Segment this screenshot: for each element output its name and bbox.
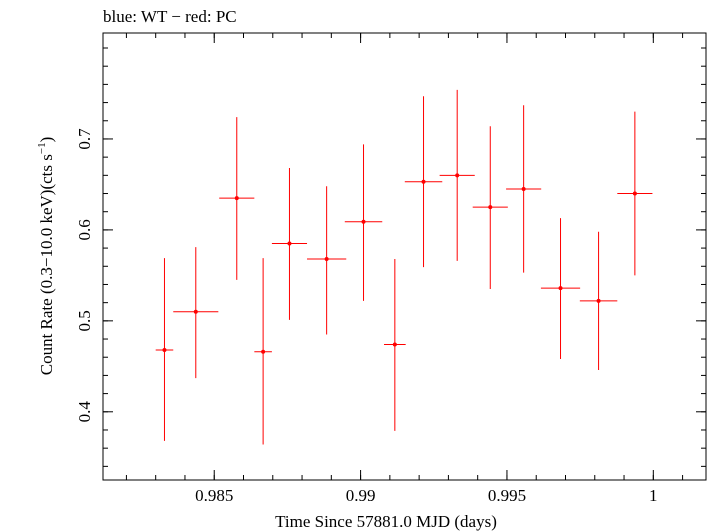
data-point xyxy=(506,105,542,273)
data-marker xyxy=(392,342,397,347)
data-series-pc xyxy=(155,89,653,445)
x-tick-label: 1 xyxy=(649,486,658,505)
y-axis-label-sup: −1 xyxy=(36,142,48,154)
data-point xyxy=(307,186,347,335)
data-point xyxy=(344,144,383,301)
y-axis-label-close: ) xyxy=(37,137,56,143)
data-point xyxy=(617,111,653,276)
x-tick-label: 0.99 xyxy=(346,486,376,505)
data-marker xyxy=(558,286,563,291)
data-point xyxy=(155,258,174,441)
data-marker xyxy=(261,349,266,354)
data-point xyxy=(254,258,272,445)
data-point xyxy=(439,89,475,261)
data-marker xyxy=(521,186,526,191)
plot-frame xyxy=(102,32,707,481)
data-point xyxy=(219,117,255,280)
data-point xyxy=(271,168,308,320)
data-point xyxy=(472,126,508,290)
data-marker xyxy=(421,179,426,184)
data-marker xyxy=(162,347,167,352)
data-marker xyxy=(361,219,366,224)
x-tick-label: 0.995 xyxy=(488,486,526,505)
data-marker xyxy=(632,191,637,196)
x-axis-label: Time Since 57881.0 MJD (days) xyxy=(275,512,497,531)
y-tick-label: 0.5 xyxy=(75,310,94,331)
axis-tick-labels: 0.985 0.99 0.995 1 0.4 0.5 0.6 0.7 xyxy=(75,128,658,505)
data-marker xyxy=(234,196,239,201)
data-point xyxy=(540,218,581,360)
data-marker xyxy=(596,298,601,303)
data-point xyxy=(384,259,406,431)
y-tick-label: 0.7 xyxy=(75,128,94,150)
data-marker xyxy=(324,257,329,262)
y-axis-label: Count Rate (0.3−10.0 keV)(cts s−1) xyxy=(36,137,56,376)
data-point xyxy=(173,247,219,379)
data-marker xyxy=(287,241,292,246)
y-axis-label-main: Count Rate (0.3−10.0 keV)(cts s xyxy=(37,154,56,375)
data-marker xyxy=(193,309,198,314)
data-marker xyxy=(488,205,493,210)
x-tick-label: 0.985 xyxy=(195,486,233,505)
y-tick-label: 0.6 xyxy=(75,219,94,240)
chart-title: blue: WT − red: PC xyxy=(103,7,237,26)
data-point xyxy=(579,231,618,370)
axis-ticks xyxy=(103,33,706,480)
data-marker xyxy=(455,173,460,178)
data-point xyxy=(404,96,443,268)
y-tick-label: 0.4 xyxy=(75,401,94,423)
